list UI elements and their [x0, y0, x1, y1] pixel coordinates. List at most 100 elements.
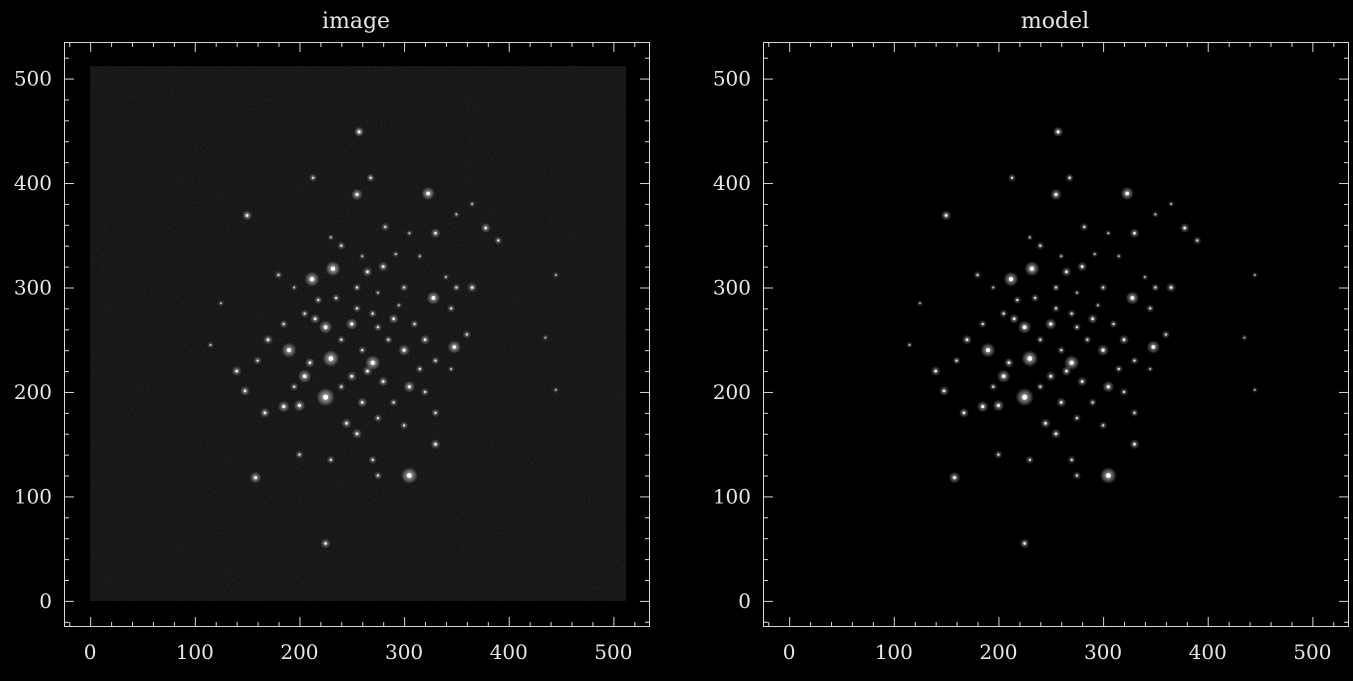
image-star-point	[452, 345, 457, 349]
image-star-point	[329, 236, 332, 239]
model-star-point	[1054, 307, 1058, 310]
model-star-point	[1075, 416, 1079, 420]
model-star-point	[1170, 202, 1173, 205]
image-star-point	[370, 360, 375, 365]
model-star-point	[1091, 401, 1094, 404]
model-star-point	[1122, 390, 1126, 394]
image-star-point	[465, 333, 469, 336]
model-star-point	[1075, 291, 1078, 294]
image-star-point	[350, 322, 354, 326]
model-star-point	[965, 338, 969, 342]
model-star-point	[1133, 359, 1136, 362]
model-star-point	[1253, 274, 1256, 276]
image-star-point	[376, 416, 380, 420]
model-star-point	[944, 213, 948, 217]
model-star-point	[1023, 542, 1027, 545]
image-star-point	[384, 225, 387, 229]
model-x-tick-label: 200	[979, 640, 1017, 664]
image-y-tick-label: 300	[14, 275, 52, 299]
image-star-point	[266, 338, 270, 342]
image-star-point	[434, 411, 437, 415]
image-star-point	[434, 442, 437, 446]
image-y-tick-label: 100	[14, 484, 52, 508]
model-star-point	[1075, 474, 1079, 477]
model-y-tick-label: 400	[713, 171, 751, 195]
model-star-point	[1093, 253, 1096, 256]
image-axes-frame	[64, 42, 650, 627]
image-star-point	[471, 202, 474, 205]
model-x-tick-label: 300	[1084, 640, 1122, 664]
image-star-point	[350, 374, 354, 378]
image-star-point	[334, 296, 338, 300]
image-star-point	[394, 253, 397, 256]
image-plot-area: 0 100 200 300 400 500 0 100 200 300 400 500	[14, 42, 650, 664]
image-y-tick-label: 0	[39, 589, 52, 613]
model-star-point	[1105, 473, 1111, 478]
model-star-point	[934, 369, 938, 373]
image-star-point	[371, 458, 374, 462]
image-star-point	[317, 298, 320, 302]
panel-title-model: model	[1021, 9, 1089, 34]
model-star-point	[1065, 270, 1068, 274]
image-star-point	[263, 411, 267, 415]
image-star-point	[220, 302, 222, 305]
image-star-point	[245, 213, 249, 217]
image-y-tick-label: 500	[14, 67, 52, 91]
model-star-point	[1059, 400, 1063, 404]
model-star-point	[1070, 312, 1073, 315]
image-star-point	[302, 374, 307, 379]
image-star-point	[357, 130, 361, 134]
model-star-point	[996, 403, 1001, 408]
model-star-point	[1183, 226, 1187, 230]
model-star-point	[997, 453, 1000, 456]
model-star-point	[908, 344, 911, 346]
model-star-point	[1007, 361, 1011, 365]
model-y-tick-label: 500	[713, 67, 751, 91]
image-star-point	[309, 277, 315, 282]
image-star-point	[455, 213, 458, 216]
model-star-point	[955, 359, 958, 362]
model-image-extent	[789, 66, 1325, 601]
model-star-point	[1027, 356, 1033, 361]
model-star-point	[1125, 191, 1130, 196]
image-star-point	[408, 232, 411, 235]
model-star-point	[1117, 255, 1120, 258]
image-star-point	[450, 368, 453, 370]
model-star-point	[1008, 277, 1014, 282]
image-star-point	[355, 192, 359, 197]
image-star-point	[392, 317, 396, 321]
image-star-point	[381, 380, 385, 383]
model-x-tick-label: 100	[875, 640, 913, 664]
model-star-point	[1122, 338, 1126, 342]
image-star-point	[355, 432, 359, 436]
model-star-point	[992, 286, 995, 289]
model-y-tick-label: 300	[713, 275, 751, 299]
image-star-point	[293, 385, 296, 388]
model-x-tick-label: 400	[1189, 640, 1227, 664]
model-star-point	[1054, 192, 1058, 197]
model-plot-area: 0 100 200 300 400 500 0 100 200 300 400 500	[713, 42, 1349, 664]
model-star-point	[1060, 255, 1063, 258]
model-star-point	[1112, 322, 1115, 326]
image-star-point	[544, 336, 547, 339]
model-star-point	[1049, 322, 1053, 326]
image-star-point	[253, 475, 258, 480]
image-panel: image 0 100 200 300 400 500 0 100 200 300 400 500	[14, 9, 650, 664]
model-star-point	[1028, 458, 1032, 462]
image-star-point	[340, 244, 343, 247]
model-star-point	[1133, 442, 1136, 446]
image-star-point	[340, 385, 343, 388]
model-star-point	[942, 389, 946, 393]
model-star-point	[1069, 360, 1074, 365]
image-star-point	[423, 390, 427, 394]
image-star-point	[402, 424, 406, 427]
image-star-point	[406, 473, 412, 478]
image-star-point	[554, 388, 557, 391]
image-star-point	[371, 312, 374, 315]
model-star-point	[1117, 367, 1120, 371]
image-star-point	[293, 286, 296, 289]
image-star-point	[413, 322, 416, 326]
image-star-point	[381, 265, 385, 269]
